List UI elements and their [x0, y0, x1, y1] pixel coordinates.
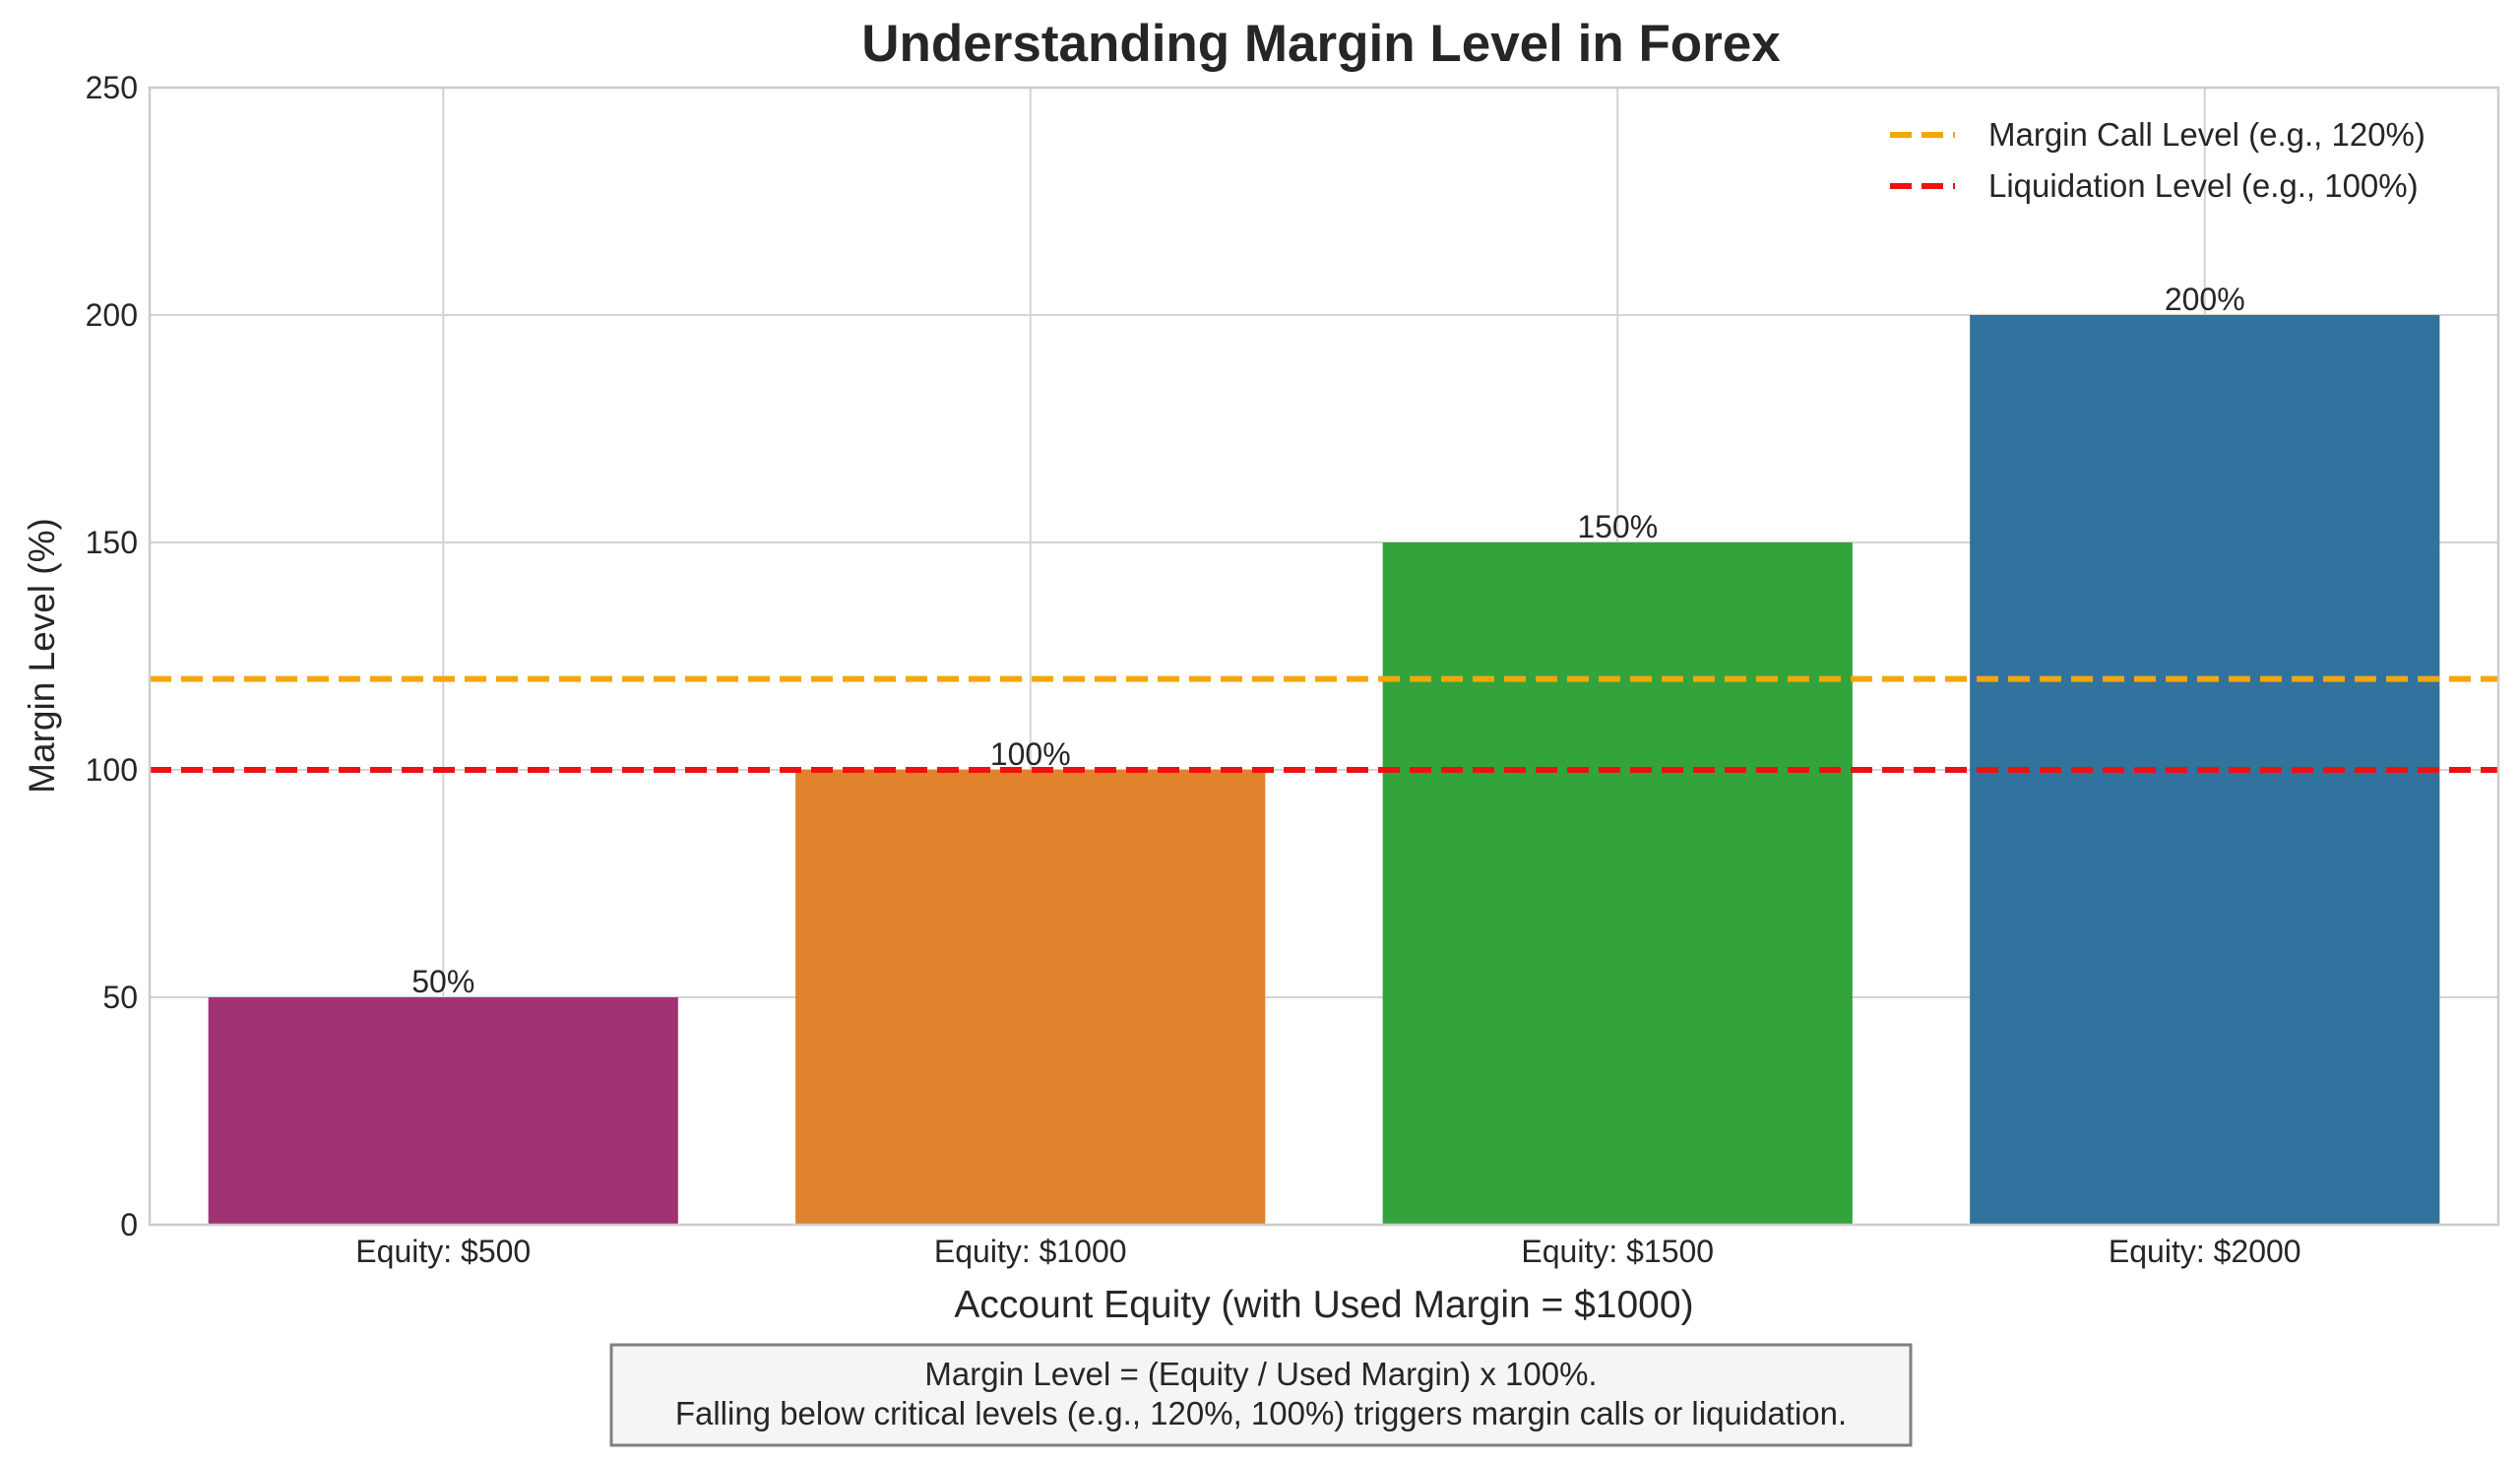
legend: Margin Call Level (e.g., 120%) Liquidati…	[1890, 116, 2426, 204]
y-tick-label: 250	[86, 70, 138, 105]
plot-frame	[148, 86, 2500, 1227]
reference-lines	[150, 675, 2498, 773]
x-axis-label: Account Equity (with Used Margin = $1000…	[954, 1284, 1693, 1326]
bar-2	[795, 770, 1266, 1225]
value-label: 50%	[411, 964, 474, 999]
y-tick-label: 100	[86, 752, 138, 788]
value-label: 150%	[1577, 509, 1658, 544]
y-tick-label: 0	[120, 1207, 138, 1242]
formula-annotation: Margin Level = (Equity / Used Margin) x …	[609, 1343, 1913, 1447]
y-tick-label: 200	[86, 297, 138, 333]
legend-liquidation-label: Liquidation Level (e.g., 100%)	[1988, 167, 2419, 204]
y-axis-ticks: 0 50 100 150 200 250	[86, 70, 138, 1242]
annotation-box	[609, 1343, 1913, 1447]
annotation-line-2: Falling below critical levels (e.g., 120…	[675, 1395, 1847, 1431]
legend-margin-call-label: Margin Call Level (e.g., 120%)	[1988, 116, 2426, 153]
y-axis-label: Margin Level (%)	[22, 518, 62, 794]
chart-title: Understanding Margin Level in Forex	[861, 15, 1781, 73]
y-tick-label: 50	[102, 980, 138, 1015]
bar-3	[1382, 542, 1853, 1225]
x-tick-label: Equity: $500	[355, 1234, 531, 1269]
x-tick-label: Equity: $1500	[1521, 1234, 1714, 1269]
value-label: 100%	[990, 736, 1071, 772]
x-tick-label: Equity: $2000	[2109, 1234, 2301, 1269]
annotation-line-1: Margin Level = (Equity / Used Margin) x …	[924, 1356, 1597, 1392]
x-axis-ticks: Equity: $500 Equity: $1000 Equity: $1500 Eq…	[355, 1234, 2300, 1269]
x-tick-label: Equity: $1000	[934, 1234, 1127, 1269]
bar-1	[208, 997, 678, 1225]
value-label: 200%	[2165, 282, 2245, 317]
y-tick-label: 150	[86, 525, 138, 560]
value-labels: 50% 100% 150% 200%	[411, 282, 2244, 999]
